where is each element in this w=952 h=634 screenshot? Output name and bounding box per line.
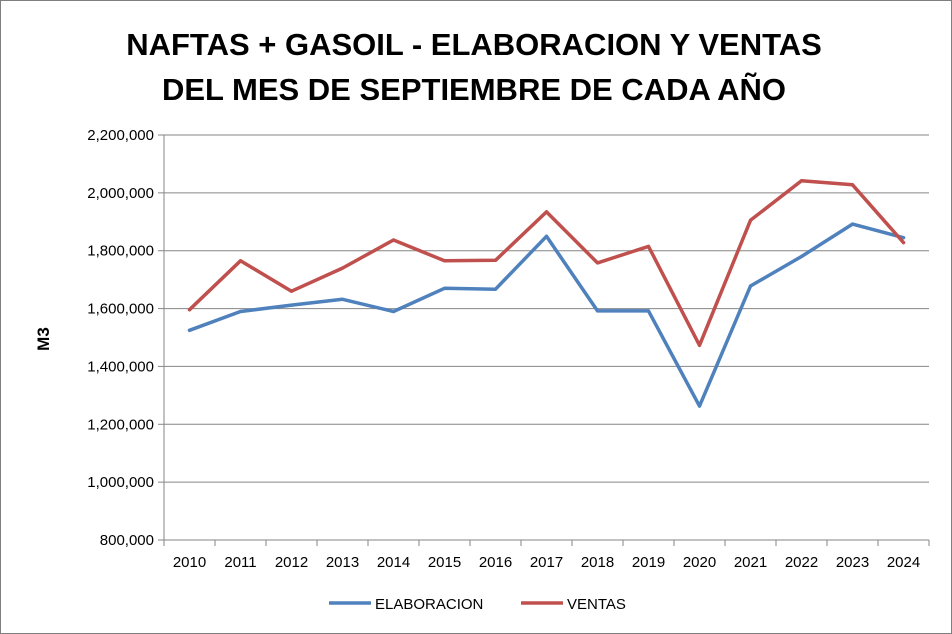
x-tick-label: 2021	[734, 554, 767, 571]
chart-title-line-2: DEL MES DE SEPTIEMBRE DE CADA AÑO	[162, 72, 786, 107]
data-point-elaboracion	[595, 309, 600, 313]
x-tick-label: 2014	[377, 554, 410, 571]
y-tick-labels: 800,000 1,000,000 1,200,000 1,400,000 1,600,…	[87, 127, 154, 549]
series-line-elaboracion	[187, 222, 906, 408]
data-point-ventas	[595, 261, 600, 265]
data-point-ventas	[391, 238, 396, 242]
legend: ELABORACION VENTAS	[329, 596, 626, 613]
data-point-elaboracion	[238, 309, 243, 314]
data-point-elaboracion	[442, 286, 447, 290]
data-point-elaboracion	[493, 287, 498, 291]
series-line-ventas	[187, 178, 906, 348]
data-point-ventas	[697, 343, 702, 347]
data-point-ventas	[442, 259, 447, 263]
x-tick-label: 2013	[326, 554, 359, 571]
data-point-elaboracion	[340, 297, 345, 301]
y-axis-label: M3	[34, 327, 53, 351]
x-tick-label: 2018	[581, 554, 614, 571]
data-point-elaboracion	[646, 309, 651, 313]
data-point-elaboracion	[187, 328, 192, 332]
axes	[158, 134, 930, 546]
x-tick-label: 2023	[836, 554, 869, 571]
data-point-ventas	[646, 244, 651, 248]
x-tick-label: 2012	[275, 554, 308, 571]
y-tick-label: 800,000	[100, 532, 154, 549]
data-point-ventas	[493, 258, 498, 262]
data-point-elaboracion	[850, 222, 855, 226]
data-point-ventas	[799, 179, 804, 183]
x-tick-label: 2015	[428, 554, 461, 571]
data-point-elaboracion	[901, 236, 906, 240]
data-point-ventas	[850, 183, 855, 187]
data-point-ventas	[289, 289, 294, 293]
x-tick-label: 2020	[683, 554, 716, 571]
series-lines	[187, 178, 906, 408]
x-tick-label: 2017	[530, 554, 563, 571]
data-point-elaboracion	[289, 303, 294, 307]
data-point-ventas	[901, 241, 906, 245]
x-tick-label: 2019	[632, 554, 665, 571]
y-tick-label: 2,200,000	[87, 127, 154, 144]
data-point-ventas	[238, 259, 243, 263]
x-tick-label: 2016	[479, 554, 512, 571]
y-tick-label: 2,000,000	[87, 185, 154, 202]
y-tick-label: 1,400,000	[87, 358, 154, 375]
data-point-ventas	[544, 210, 549, 214]
data-point-ventas	[187, 308, 192, 312]
x-tick-labels: 2010 2011 2012 2013 2014 2015 2016 2017 2018 2019…	[173, 554, 920, 571]
x-tick-label: 2010	[173, 554, 206, 571]
x-tick-label: 2024	[887, 554, 920, 571]
data-point-elaboracion	[748, 284, 753, 288]
y-tick-label: 1,000,000	[87, 474, 154, 491]
legend-label-ventas: VENTAS	[567, 596, 626, 613]
data-point-elaboracion	[544, 234, 549, 238]
chart-title-line-1: NAFTAS + GASOIL - ELABORACION Y VENTAS	[126, 27, 822, 62]
y-tick-label: 1,200,000	[87, 416, 154, 433]
y-tick-label: 1,800,000	[87, 243, 154, 260]
gridlines	[164, 134, 929, 483]
data-point-elaboracion	[391, 309, 396, 314]
data-point-elaboracion	[697, 404, 702, 408]
data-point-ventas	[748, 218, 753, 222]
data-point-elaboracion	[799, 254, 804, 259]
data-point-ventas	[340, 266, 345, 270]
x-tick-label: 2022	[785, 554, 818, 571]
y-tick-label: 1,600,000	[87, 301, 154, 318]
legend-label-elaboracion: ELABORACION	[375, 596, 483, 613]
x-tick-label: 2011	[224, 554, 256, 571]
